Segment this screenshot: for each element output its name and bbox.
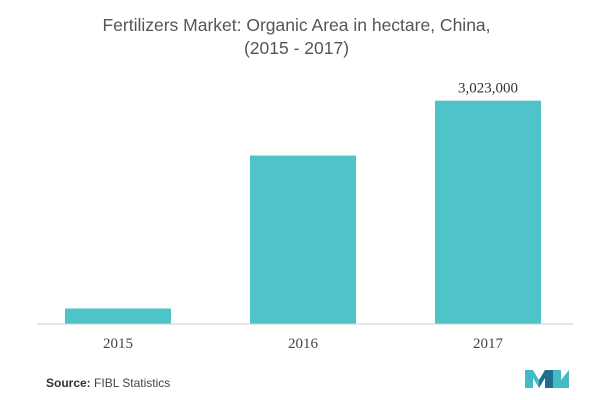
x-tick-label-2015: 2015	[103, 336, 133, 352]
source-label: Source:	[46, 376, 91, 390]
chart-title: Fertilizers Market: Organic Area in hect…	[0, 14, 593, 60]
x-tick-labels: 2015 2016 2017	[103, 336, 504, 352]
source-text: FIBL Statistics	[94, 376, 171, 390]
bar-2017	[435, 100, 541, 324]
data-label-2017: 3,023,000	[458, 81, 518, 97]
data-labels: 3,023,000	[458, 81, 518, 97]
chart-title-line1: Fertilizers Market: Organic Area in hect…	[102, 15, 491, 35]
x-tick-label-2017: 2017	[473, 336, 504, 352]
bar-2016	[250, 155, 356, 324]
source-note: Source: FIBL Statistics	[46, 376, 170, 390]
x-tick-label-2016: 2016	[288, 336, 319, 352]
mordor-intelligence-logo-icon	[525, 370, 569, 388]
bars-group	[65, 100, 541, 324]
bar-2015	[65, 308, 171, 324]
chart-subtitle: (2015 - 2017)	[243, 38, 350, 58]
